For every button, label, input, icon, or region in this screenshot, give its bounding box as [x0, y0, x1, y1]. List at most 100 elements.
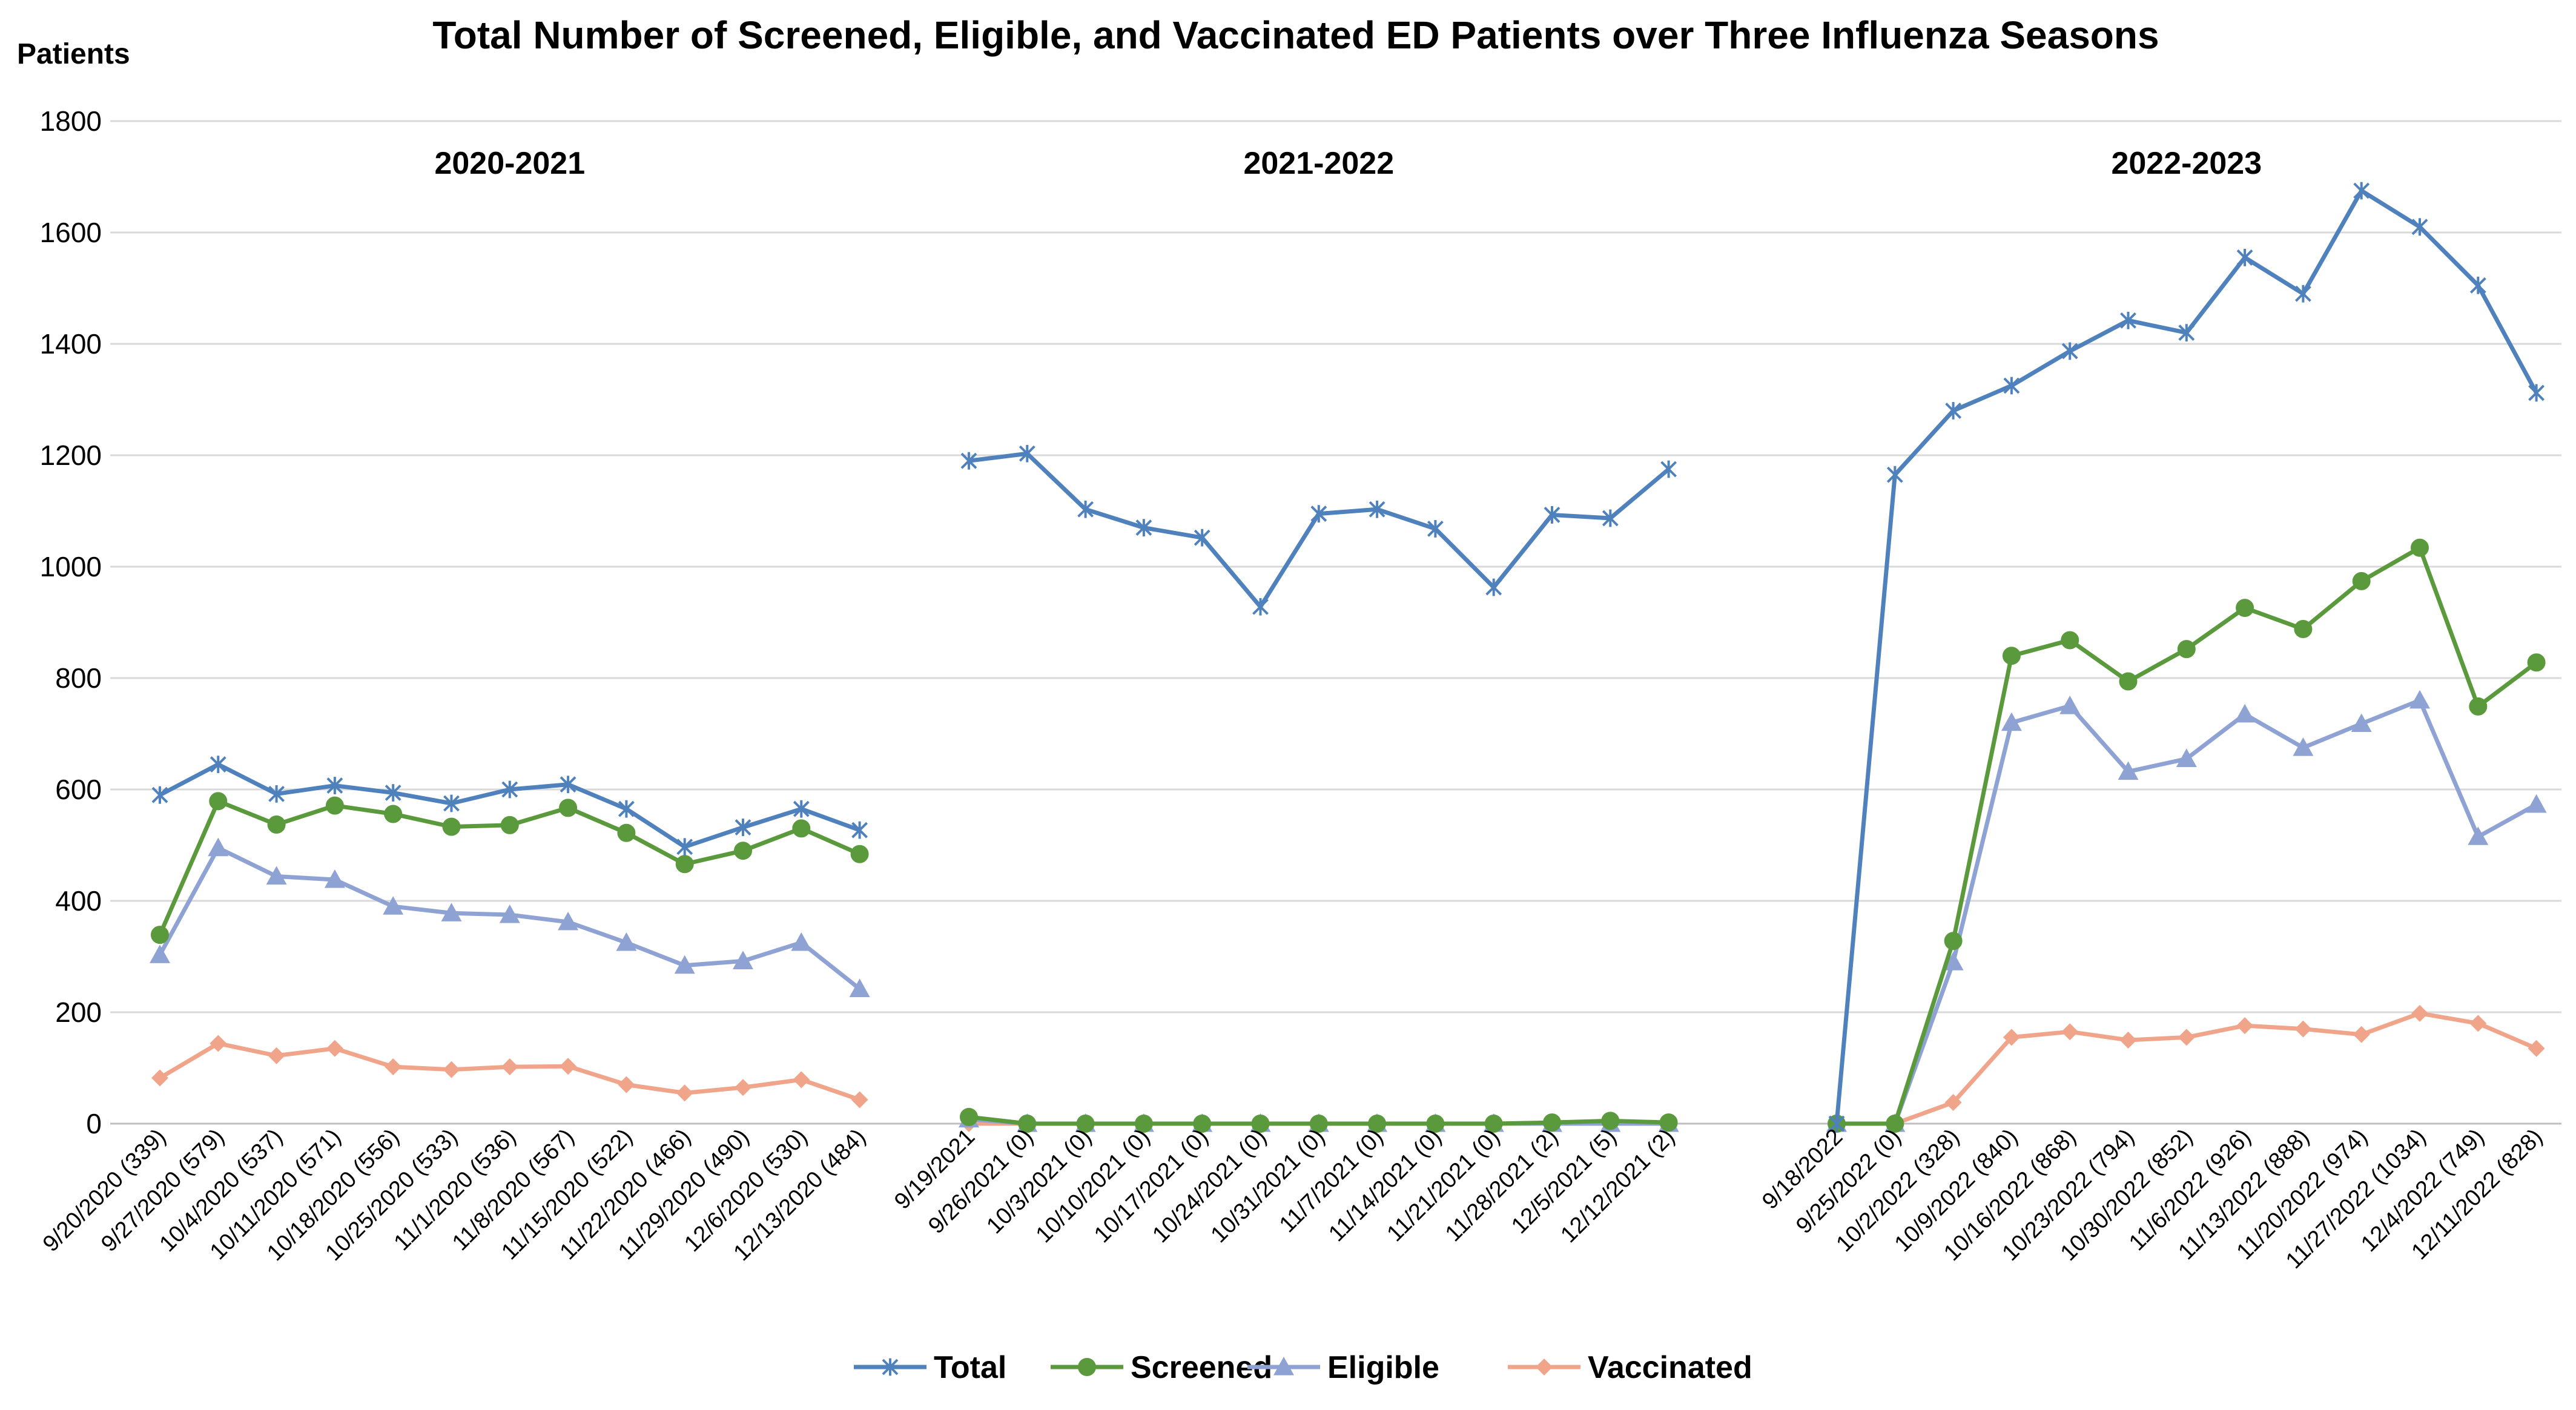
data-point-total [2528, 384, 2545, 402]
y-tick-label: 200 [55, 997, 102, 1028]
data-point-screened [1309, 1115, 1328, 1133]
data-point-eligible [616, 932, 637, 951]
legend-label: Eligible [1327, 1350, 1439, 1385]
data-point-eligible [1943, 952, 1964, 970]
data-point-vaccinated [1944, 1094, 1962, 1112]
data-point-vaccinated [735, 1079, 751, 1096]
data-point-screened [2294, 620, 2313, 639]
series-total-2021-2022 [960, 444, 1677, 616]
data-point-screened [1018, 1115, 1037, 1133]
data-point-screened [209, 792, 228, 811]
gridlines [110, 120, 2561, 1125]
data-point-screened [2527, 653, 2546, 672]
data-point-total [1077, 500, 1094, 518]
data-point-eligible [849, 978, 870, 997]
data-point-eligible [558, 911, 579, 931]
data-point-total [1886, 466, 1903, 484]
data-point-eligible [2409, 690, 2430, 709]
data-point-total [210, 756, 226, 773]
y-tick-label: 0 [86, 1108, 102, 1139]
data-point-total [2120, 311, 2136, 329]
legend: Total Screened Eligible Vaccinated [854, 1350, 1752, 1385]
data-point-screened [1944, 932, 1963, 950]
data-point-screened [325, 796, 344, 815]
data-point-total [1544, 506, 1560, 524]
series-eligible-2020-2021 [150, 837, 870, 997]
data-point-vaccinated [2353, 1026, 2370, 1043]
data-point-total [2411, 218, 2428, 236]
series-total-2020-2021 [151, 756, 868, 856]
data-point-total [326, 777, 343, 794]
data-point-vaccinated [2061, 1023, 2079, 1041]
series-screened-2020-2021 [151, 792, 869, 944]
data-point-screened [151, 926, 169, 944]
data-point-eligible [733, 950, 753, 969]
data-point-total [1252, 598, 1269, 616]
y-tick-label: 1200 [40, 440, 102, 471]
data-point-screened [2236, 599, 2254, 618]
data-point-screened [1659, 1113, 1678, 1132]
y-tick-label: 1400 [40, 328, 102, 360]
legend-item-total: Total [854, 1350, 1006, 1385]
data-point-screened [1251, 1115, 1270, 1133]
data-point-vaccinated [385, 1058, 402, 1076]
data-point-screened [2002, 647, 2021, 665]
data-point-eligible [266, 866, 287, 885]
data-point-screened [1134, 1115, 1153, 1133]
legend-marker [1078, 1358, 1096, 1376]
data-point-total [151, 786, 168, 804]
data-point-screened [1886, 1115, 1904, 1133]
data-point-screened [1484, 1115, 1503, 1133]
legend-marker [882, 1358, 899, 1376]
data-point-vaccinated [443, 1061, 460, 1078]
series-lines [150, 182, 2547, 1133]
series-line-total [968, 451, 1670, 609]
data-point-screened [2352, 572, 2371, 590]
data-point-screened [1426, 1115, 1445, 1133]
data-point-screened [617, 823, 636, 842]
series-eligible-2022-2023 [1826, 690, 2547, 1132]
data-point-screened [1368, 1115, 1387, 1133]
data-point-total [1602, 509, 1619, 527]
data-point-screened [1076, 1115, 1095, 1133]
data-point-total [1310, 505, 1327, 522]
data-point-vaccinated [2411, 1004, 2428, 1022]
legend-label: Total [934, 1350, 1006, 1385]
data-point-eligible [2001, 712, 2022, 731]
season-label: 2020-2021 [434, 146, 585, 181]
data-point-vaccinated [676, 1084, 693, 1102]
season-label: 2021-2022 [1243, 146, 1394, 181]
data-point-total [2353, 182, 2370, 200]
data-point-screened [500, 815, 519, 834]
data-point-total [1019, 444, 1035, 463]
data-point-total [960, 452, 977, 470]
x-axis-ticks: 9/20/2020 (339)9/27/2020 (579)10/4/2020 … [38, 1124, 2548, 1274]
data-point-total [1427, 520, 1444, 538]
data-point-total [618, 800, 635, 818]
data-point-total [443, 794, 460, 812]
data-point-vaccinated [2003, 1029, 2020, 1046]
data-point-eligible [150, 944, 170, 963]
data-point-eligible [674, 955, 695, 974]
data-point-total [268, 785, 285, 803]
data-point-total [851, 821, 868, 839]
data-point-total [501, 780, 518, 799]
data-point-eligible [499, 904, 520, 923]
data-point-screened [2411, 538, 2429, 557]
data-point-vaccinated [2119, 1032, 2137, 1049]
data-point-total [1369, 500, 1385, 518]
legend-marker [1536, 1359, 1553, 1375]
data-point-total [1945, 402, 1962, 420]
data-point-total [2294, 285, 2311, 303]
data-point-total [1660, 460, 1677, 478]
data-point-screened [1601, 1112, 1620, 1130]
data-point-screened [850, 845, 869, 863]
data-point-eligible [2293, 737, 2314, 756]
data-point-screened [1543, 1113, 1561, 1132]
data-point-eligible [2351, 713, 2372, 733]
data-point-vaccinated [2236, 1017, 2254, 1035]
legend-item-screened: Screened [1051, 1350, 1272, 1385]
data-point-total [1194, 529, 1210, 547]
chart-title: Total Number of Screened, Eligible, and … [432, 13, 2159, 57]
